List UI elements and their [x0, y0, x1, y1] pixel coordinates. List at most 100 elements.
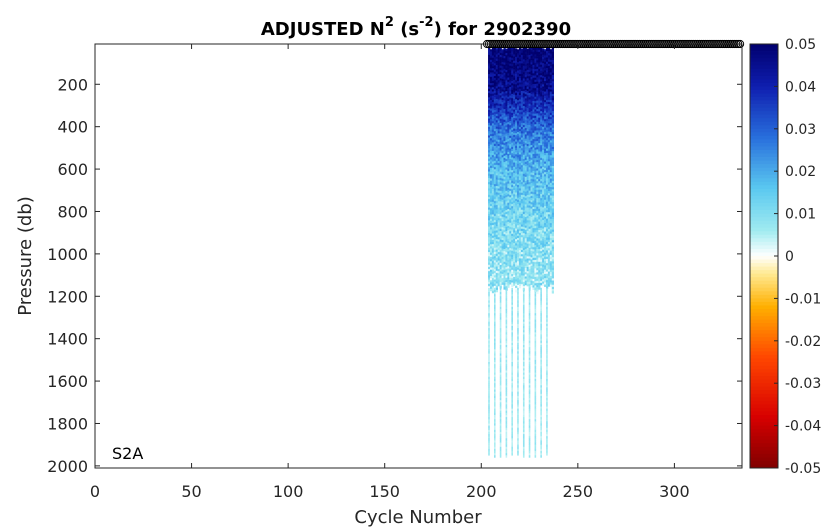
- heatmap-cell: [499, 207, 502, 211]
- heatmap-cell: [488, 152, 491, 155]
- colorbar-segment: [750, 93, 778, 98]
- heatmap-cell: [542, 253, 545, 257]
- profile-cell: [493, 378, 496, 382]
- heatmap-cell: [542, 270, 545, 274]
- heatmap-cell: [518, 71, 522, 75]
- heatmap-cell: [534, 204, 537, 208]
- profile-cell: [546, 440, 548, 443]
- heatmap-cell: [511, 85, 514, 88]
- profile-cell: [499, 323, 502, 327]
- heatmap-cell: [493, 139, 497, 143]
- heatmap-cell: [507, 96, 510, 100]
- heatmap-cell: [532, 211, 535, 214]
- heatmap-cell: [528, 226, 531, 230]
- heatmap-cell: [509, 82, 512, 86]
- heatmap-cell: [524, 138, 527, 142]
- profile-cell: [528, 357, 531, 361]
- heatmap-cell: [511, 153, 514, 156]
- profile-cell: [534, 389, 537, 392]
- heatmap-cell: [522, 63, 526, 66]
- heatmap-cell: [497, 65, 500, 68]
- heatmap-cell: [536, 138, 539, 142]
- heatmap-cell: [499, 65, 502, 69]
- heatmap-cell: [497, 93, 500, 96]
- heatmap-cell: [501, 64, 504, 67]
- heatmap-cell: [509, 140, 512, 143]
- profile-cell: [488, 389, 490, 392]
- heatmap-cell: [513, 92, 516, 95]
- profile-cell: [511, 309, 513, 312]
- heatmap-cell: [489, 250, 493, 254]
- heatmap-cell: [530, 255, 533, 258]
- heatmap-cell: [536, 263, 539, 267]
- heatmap-cell: [522, 122, 526, 126]
- heatmap-cell: [551, 93, 554, 97]
- profile-cell: [511, 383, 513, 386]
- heatmap-cell: [511, 231, 514, 235]
- heatmap-cell: [489, 195, 493, 198]
- profile-cell: [511, 425, 513, 429]
- heatmap-cell: [518, 54, 522, 58]
- heatmap-cell: [505, 142, 508, 145]
- heatmap-cell: [507, 67, 510, 70]
- heatmap-cell: [549, 78, 553, 82]
- heatmap-cell: [532, 206, 535, 210]
- heatmap-cell: [488, 90, 491, 94]
- heatmap-cell: [488, 226, 491, 230]
- heatmap-cell: [545, 74, 549, 77]
- heatmap-cell: [501, 153, 504, 156]
- profile-cell: [493, 323, 496, 327]
- heatmap-cell: [503, 51, 506, 55]
- heatmap-cell: [501, 170, 504, 173]
- profile-cell: [517, 410, 519, 414]
- heatmap-cell: [530, 166, 533, 169]
- heatmap-cell: [536, 94, 539, 97]
- profile-cell: [511, 368, 513, 371]
- heatmap-cell: [517, 131, 520, 135]
- heatmap-cell: [526, 216, 529, 219]
- heatmap-cell: [513, 73, 516, 76]
- heatmap-cell: [493, 165, 497, 168]
- heatmap-cell: [534, 211, 537, 214]
- profile-cell: [488, 345, 490, 348]
- heatmap-cell: [495, 162, 498, 166]
- heatmap-cell: [488, 139, 491, 143]
- heatmap-cell: [505, 279, 508, 283]
- heatmap-cell: [518, 196, 522, 200]
- heatmap-cell: [501, 195, 504, 198]
- heatmap-cell: [538, 177, 541, 180]
- heatmap-cell: [524, 104, 527, 108]
- heatmap-cell: [491, 72, 495, 75]
- heatmap-cell: [513, 81, 516, 85]
- heatmap-cell: [505, 254, 508, 257]
- heatmap-cell: [542, 230, 545, 234]
- heatmap-cell: [499, 105, 502, 109]
- heatmap-cell: [522, 226, 526, 230]
- heatmap-cell: [515, 200, 518, 204]
- heatmap-cell: [505, 241, 508, 245]
- heatmap-cell: [522, 180, 526, 183]
- heatmap-cell: [497, 237, 500, 240]
- heatmap-cell: [505, 97, 508, 100]
- heatmap-cell: [551, 85, 554, 88]
- heatmap-cell: [547, 227, 551, 230]
- heatmap-cell: [503, 111, 506, 114]
- heatmap-cell: [513, 48, 516, 51]
- profile-cell: [488, 298, 490, 301]
- heatmap-cell: [503, 223, 506, 227]
- heatmap-cell: [491, 159, 495, 162]
- heatmap-cell: [545, 138, 549, 141]
- heatmap-cell: [507, 47, 510, 51]
- heatmap-cell: [511, 108, 514, 112]
- heatmap-cell: [551, 51, 554, 54]
- heatmap-cell: [513, 238, 516, 242]
- heatmap-cell: [507, 54, 510, 57]
- heatmap-cell: [513, 141, 516, 144]
- heatmap-cell: [488, 120, 491, 124]
- heatmap-cell: [503, 70, 506, 74]
- profile-cell: [488, 338, 490, 342]
- heatmap-cell: [511, 168, 514, 171]
- heatmap-cell: [524, 168, 527, 171]
- heatmap-cell: [526, 169, 529, 172]
- profile-cell: [517, 302, 519, 306]
